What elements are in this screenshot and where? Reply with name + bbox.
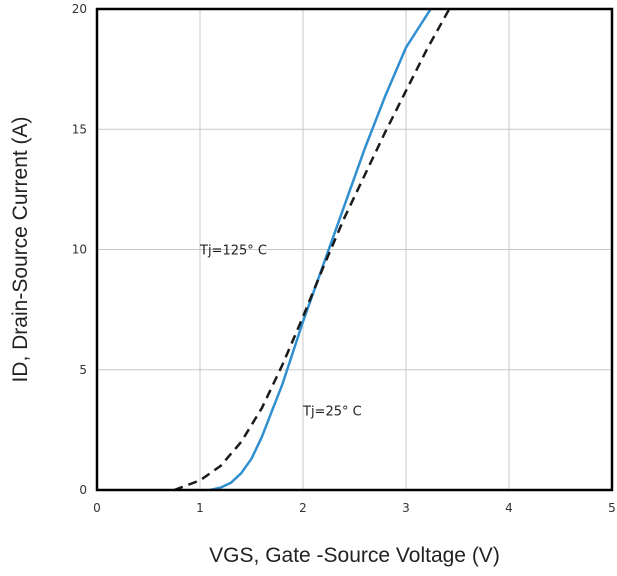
annotation-label: Tj=125° C <box>199 243 267 258</box>
annotations: Tj=125° C Tj=25° C <box>199 243 362 419</box>
series-line-0 <box>209 7 432 492</box>
x-tick-label: 1 <box>196 501 204 515</box>
y-tick-label: 20 <box>72 2 87 16</box>
plot-frame <box>95 7 614 492</box>
y-tick-label: 10 <box>72 243 87 257</box>
x-tick-label: 0 <box>93 501 101 515</box>
x-axis-label: VGS, Gate -Source Voltage (V) <box>209 544 500 567</box>
annotation-label: Tj=25° C <box>302 404 362 419</box>
y-tick-label: 5 <box>79 363 87 377</box>
x-tick-label: 4 <box>505 501 513 515</box>
y-tick-label: 15 <box>72 122 87 136</box>
y-tick-label: 0 <box>79 483 87 497</box>
y-axis-label: ID, Drain-Source Current (A) <box>9 116 32 382</box>
x-tick-label: 3 <box>402 501 410 515</box>
x-tick-label: 5 <box>608 501 616 515</box>
tick-labels: 0 1 2 3 4 5 0 5 10 15 20 <box>72 2 616 515</box>
x-tick-label: 2 <box>299 501 307 515</box>
series-layer <box>173 7 451 492</box>
